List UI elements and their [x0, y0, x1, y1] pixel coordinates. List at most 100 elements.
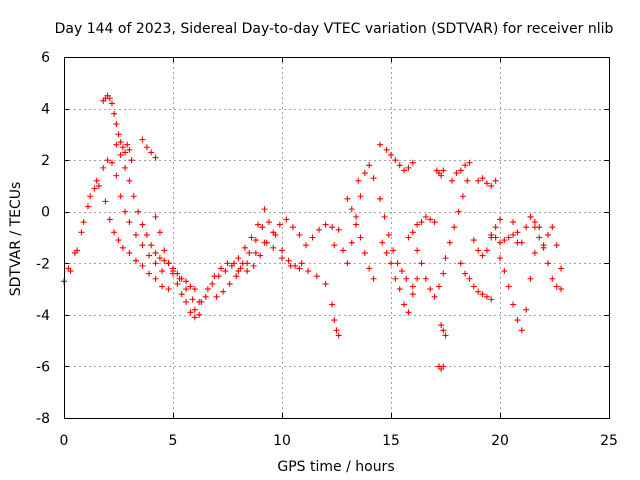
data-point: [488, 296, 495, 303]
series-track-h: [191, 216, 290, 313]
data-point: [309, 234, 316, 241]
series-track-e: [139, 136, 159, 161]
series-track-o: [355, 162, 416, 290]
data-point: [523, 306, 530, 313]
data-point: [146, 270, 153, 277]
data-point: [381, 213, 388, 220]
data-point: [492, 177, 499, 184]
data-point: [302, 242, 309, 249]
data-point: [394, 260, 401, 267]
data-point: [244, 268, 251, 275]
data-point: [117, 139, 124, 146]
data-point: [159, 283, 166, 290]
data-point: [459, 193, 466, 200]
data-point: [93, 177, 100, 184]
data-point: [106, 216, 113, 223]
series-track-n: [344, 195, 377, 282]
data-point: [377, 141, 384, 148]
series-track-b: [65, 182, 172, 293]
grid: [64, 57, 609, 418]
data-point: [466, 159, 473, 166]
data-point: [558, 265, 565, 272]
data-point: [335, 226, 342, 233]
data-point: [442, 332, 449, 339]
data-point: [462, 162, 469, 169]
data-point: [115, 131, 122, 138]
data-point: [497, 239, 503, 246]
data-points: [61, 92, 565, 373]
data-point: [510, 219, 517, 226]
series-track-ae: [527, 213, 565, 293]
data-point: [235, 268, 242, 275]
data-point: [261, 239, 268, 246]
series-track-ad: [510, 213, 565, 272]
data-point: [518, 327, 525, 334]
data-point: [202, 293, 209, 300]
data-point: [126, 146, 133, 153]
data-point: [414, 275, 421, 282]
data-point: [226, 280, 233, 287]
x-tick-label: 10: [273, 433, 291, 449]
data-point: [191, 306, 198, 313]
data-point: [104, 157, 111, 164]
data-point: [159, 268, 166, 275]
y-tick-label: 0: [41, 205, 50, 221]
data-point: [449, 177, 456, 184]
series-track-p: [377, 141, 416, 174]
series-track-m: [331, 193, 364, 267]
data-point: [122, 164, 129, 171]
data-point: [401, 301, 408, 308]
axis-ticks: 0 5 10 15 20 25 -8 -6 -4 -2 0 2 4 6: [36, 50, 618, 449]
data-point: [106, 95, 113, 102]
data-point: [527, 275, 534, 282]
data-point: [462, 270, 469, 277]
series-track-z: [470, 216, 503, 259]
data-point: [146, 252, 153, 259]
data-point: [156, 255, 163, 262]
data-point: [257, 252, 264, 259]
data-point: [124, 141, 131, 148]
data-point: [479, 291, 486, 298]
data-point: [405, 234, 412, 241]
data-point: [405, 309, 412, 316]
data-point: [80, 219, 87, 226]
data-point: [217, 265, 224, 272]
y-tick-label: 6: [41, 50, 50, 66]
data-point: [143, 144, 150, 151]
data-point: [483, 247, 490, 254]
data-point: [523, 224, 530, 231]
data-point: [355, 177, 362, 184]
data-point: [252, 237, 259, 244]
data-point: [518, 239, 525, 246]
data-point: [438, 172, 445, 179]
data-point: [183, 298, 190, 305]
data-point: [440, 270, 447, 277]
data-point: [353, 221, 360, 228]
series-track-a: [61, 157, 166, 285]
data-point: [392, 275, 399, 282]
data-point: [392, 157, 399, 164]
data-point: [497, 216, 503, 223]
data-point: [377, 195, 384, 202]
data-point: [344, 195, 351, 202]
data-point: [139, 242, 146, 249]
data-point: [115, 237, 122, 244]
x-tick-label: 0: [60, 433, 69, 449]
data-point: [331, 242, 338, 249]
data-point: [296, 265, 303, 272]
data-point: [558, 286, 565, 293]
data-point: [209, 280, 216, 287]
data-point: [261, 206, 268, 213]
series-track-j: [235, 239, 329, 287]
data-point: [122, 208, 129, 215]
data-point: [187, 283, 194, 290]
data-point: [165, 260, 172, 267]
data-point: [143, 231, 150, 238]
data-point: [322, 280, 329, 287]
series-track-t: [433, 167, 447, 179]
data-point: [111, 110, 118, 117]
data-point: [361, 170, 368, 177]
data-point: [279, 247, 285, 254]
data-point: [464, 177, 471, 184]
data-point: [440, 167, 447, 174]
